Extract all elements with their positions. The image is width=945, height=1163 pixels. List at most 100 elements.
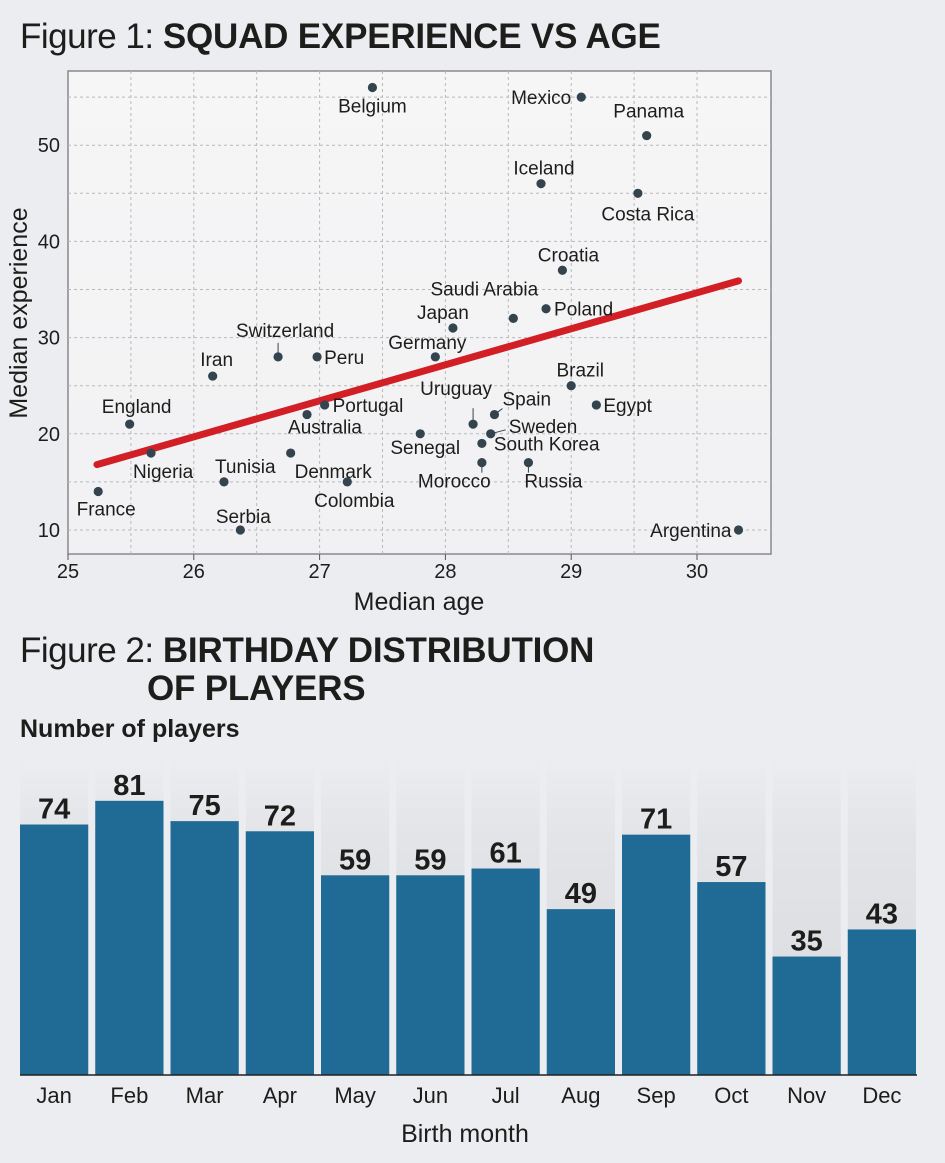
- bar: [546, 909, 615, 1075]
- x-tick-label: 28: [434, 561, 456, 583]
- point-label: Nigeria: [133, 462, 194, 483]
- x-tick-label: 29: [560, 561, 582, 583]
- figure-2-heading-line1: BIRTHDAY DISTRIBUTION: [162, 631, 595, 670]
- figure-2-heading-line2: OF PLAYERS: [147, 669, 366, 708]
- data-point: [591, 400, 601, 410]
- point-label: Panama: [613, 102, 684, 123]
- point-label: Uruguay: [420, 379, 492, 400]
- month-label: Sep: [637, 1083, 676, 1108]
- month-label: Mar: [186, 1083, 224, 1108]
- bar: [847, 929, 916, 1075]
- point-label: France: [77, 500, 136, 521]
- bar: [697, 882, 766, 1075]
- point-label: Belgium: [338, 96, 407, 117]
- data-point: [557, 265, 567, 275]
- bar-value-label: 43: [866, 898, 898, 930]
- month-label: Aug: [561, 1083, 600, 1108]
- month-label: Nov: [787, 1083, 826, 1108]
- bar: [321, 875, 390, 1075]
- month-label: Dec: [862, 1083, 901, 1108]
- y-tick-label: 30: [38, 328, 60, 350]
- data-point: [733, 525, 744, 535]
- data-point: [536, 179, 546, 189]
- x-tick-label: 25: [57, 561, 79, 583]
- bar-y-axis-title: Number of players: [20, 715, 240, 743]
- point-label: Japan: [417, 303, 469, 324]
- bar: [772, 956, 841, 1075]
- point-label: Colombia: [314, 491, 395, 512]
- bar-value-label: 74: [38, 794, 70, 826]
- month-label: May: [334, 1083, 376, 1108]
- x-tick-labels: 25 26 27 28 29 30: [57, 554, 708, 583]
- data-point: [273, 352, 283, 362]
- point-label: Portugal: [333, 396, 404, 417]
- y-tick-labels: 10 20 30 40 50: [38, 135, 60, 542]
- point-label: Switzerland: [236, 321, 334, 342]
- figure-2-title: Figure 2: BIRTHDAY DISTRIBUTION OF PLAYER…: [20, 632, 594, 708]
- point-label: Costa Rica: [601, 204, 694, 225]
- data-point: [302, 409, 312, 420]
- point-label: Iran: [200, 350, 233, 371]
- point-label: Senegal: [390, 438, 460, 459]
- data-point: [342, 477, 352, 487]
- month-label: Jul: [492, 1083, 520, 1108]
- bar-value-label: 81: [113, 770, 145, 802]
- data-point: [642, 130, 652, 141]
- y-axis-title: Median experience: [5, 207, 33, 418]
- bar: [20, 824, 89, 1075]
- data-point: [146, 448, 156, 458]
- point-label: Egypt: [603, 396, 652, 417]
- bar-value-label: 59: [414, 844, 446, 876]
- bar-value-label: 49: [565, 878, 597, 910]
- bar: [396, 875, 465, 1075]
- point-label: Morocco: [418, 472, 491, 493]
- point-label: Australia: [288, 418, 362, 439]
- data-points: Belgium Mexico Panama Iceland Costa RicaCroa…: [77, 82, 744, 542]
- data-point: [566, 381, 576, 391]
- data-point: [523, 458, 534, 468]
- point-label: Russia: [524, 472, 583, 493]
- data-point: [235, 525, 245, 535]
- point-label: South Korea: [494, 434, 600, 455]
- x-tick-label: 26: [183, 561, 205, 583]
- point-label: Croatia: [538, 245, 600, 266]
- data-point: [312, 352, 322, 362]
- bar-value-label: 61: [489, 838, 521, 870]
- bar-value-label: 71: [640, 804, 672, 836]
- figure-1-title: Figure 1: SQUAD EXPERIENCE VS AGE: [20, 18, 661, 56]
- data-point: [208, 371, 218, 381]
- bar-value-label: 59: [339, 844, 371, 876]
- bar-value-label: 72: [264, 800, 296, 832]
- x-tick-label: 30: [686, 561, 708, 583]
- data-point: [367, 82, 378, 93]
- month-label: Oct: [714, 1083, 748, 1108]
- month-labels: Jan Feb Mar Apr May Jun Jul Aug Sep Oct Nov Dec: [36, 1083, 901, 1108]
- point-label: Tunisia: [215, 457, 276, 478]
- y-tick-label: 50: [38, 135, 60, 157]
- point-label: Mexico: [511, 88, 571, 109]
- data-point: [489, 409, 500, 420]
- y-tick-label: 40: [38, 231, 60, 253]
- figure-1-heading: SQUAD EXPERIENCE VS AGE: [162, 17, 661, 56]
- bar-value-label: 57: [715, 851, 747, 883]
- data-point: [541, 304, 551, 314]
- month-label: Jun: [413, 1083, 448, 1108]
- data-point: [468, 419, 478, 429]
- bars: 74 81 75 72 59 59 61 49 71 57 35 43: [20, 770, 916, 1075]
- data-point: [286, 448, 296, 458]
- point-label: Spain: [502, 390, 551, 411]
- data-point: [448, 323, 458, 333]
- figure-2-prefix: Figure 2:: [20, 631, 163, 670]
- data-point: [415, 429, 425, 439]
- point-label: Denmark: [295, 462, 373, 483]
- data-point: [477, 458, 487, 468]
- month-label: Apr: [263, 1083, 297, 1108]
- grid-lines: [68, 71, 771, 554]
- bar-value-label: 35: [790, 926, 822, 958]
- figure-1-prefix: Figure 1:: [20, 17, 163, 56]
- data-point: [125, 419, 135, 429]
- data-point: [486, 429, 496, 439]
- data-point: [219, 477, 229, 487]
- point-label: Poland: [554, 300, 613, 321]
